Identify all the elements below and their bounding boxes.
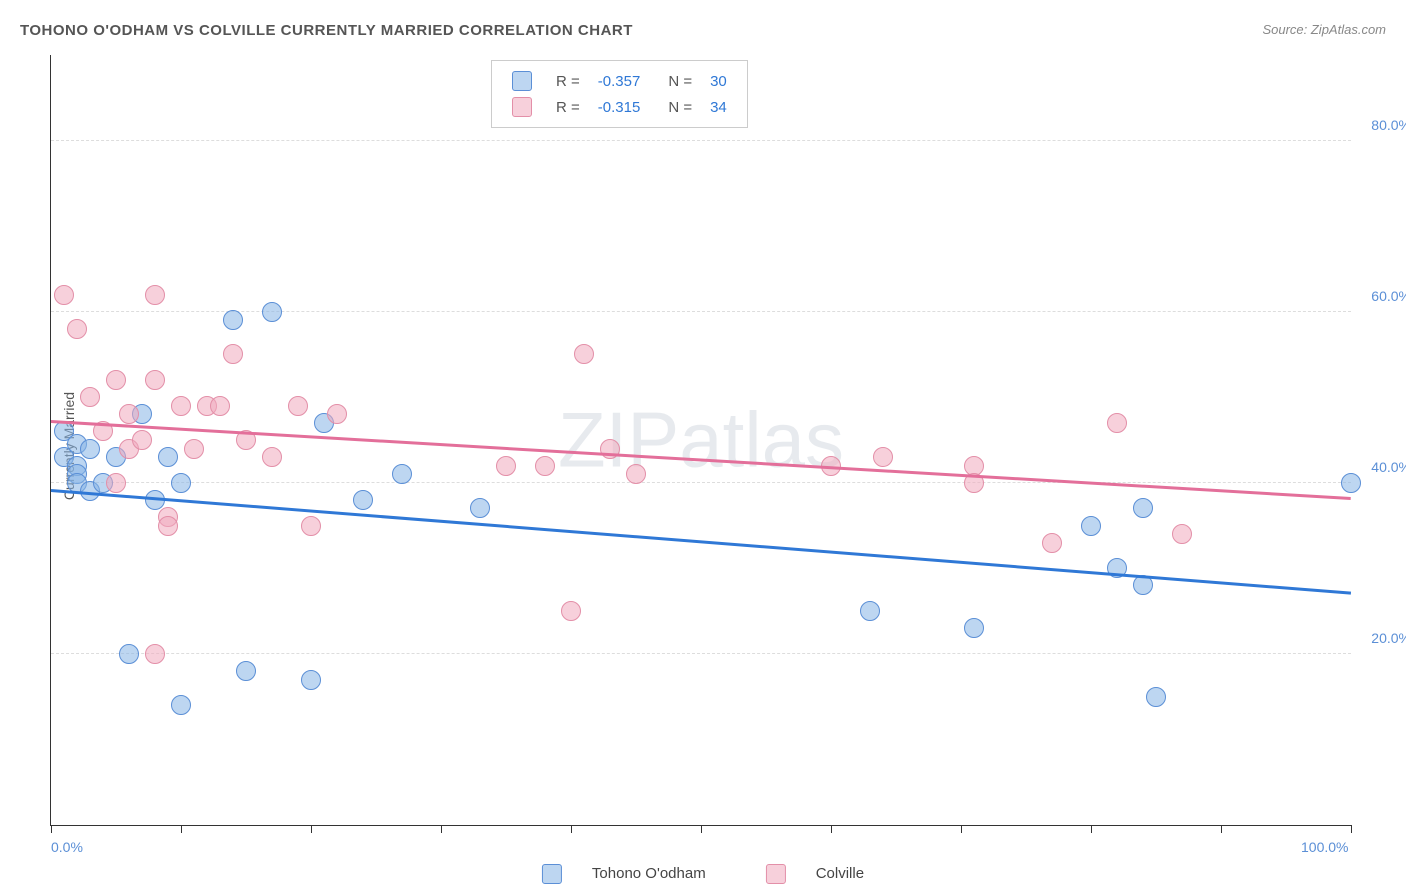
data-point [1081,516,1101,536]
swatch-icon [542,864,562,884]
data-point [301,670,321,690]
data-point [223,310,243,330]
chart-title: TOHONO O'ODHAM VS COLVILLE CURRENTLY MAR… [20,22,633,39]
data-point [626,464,646,484]
data-point [171,695,191,715]
data-point [236,661,256,681]
y-tick-label: 80.0% [1371,117,1406,133]
legend-bottom: Tohono O'odham Colville [512,864,894,884]
data-point [145,285,165,305]
x-tick [311,825,312,833]
x-tick [1351,825,1352,833]
x-tick [831,825,832,833]
data-point [1146,687,1166,707]
data-point [223,344,243,364]
data-point [288,396,308,416]
data-point [327,404,347,424]
data-point [158,447,178,467]
trend-line [51,489,1351,594]
data-point [496,456,516,476]
x-tick [701,825,702,833]
n-value: 34 [702,95,735,119]
data-point [301,516,321,536]
data-point [67,319,87,339]
legend-label: Colville [816,865,864,882]
data-point [353,490,373,510]
data-point [54,285,74,305]
correlation-stat-box: R =-0.357N =30 R =-0.315N =34 [491,60,748,128]
data-point [80,439,100,459]
data-point [80,387,100,407]
data-point [392,464,412,484]
data-point [262,447,282,467]
n-label: N = [650,95,700,119]
x-tick [1091,825,1092,833]
data-point [574,344,594,364]
swatch-icon [766,864,786,884]
data-point [1133,575,1153,595]
data-point [1107,413,1127,433]
data-point [1172,524,1192,544]
data-point [119,404,139,424]
data-point [171,396,191,416]
x-tick-label: 100.0% [1301,839,1348,855]
x-tick [1221,825,1222,833]
r-value: -0.315 [590,95,649,119]
x-tick [961,825,962,833]
data-point [1133,498,1153,518]
data-point [171,473,191,493]
data-point [119,644,139,664]
data-point [184,439,204,459]
r-label: R = [548,69,588,93]
data-point [262,302,282,322]
gridline [51,653,1351,654]
data-point [145,644,165,664]
data-point [132,430,152,450]
r-label: R = [548,95,588,119]
data-point [561,601,581,621]
source-attribution: Source: ZipAtlas.com [1262,22,1386,37]
y-tick-label: 20.0% [1371,630,1406,646]
data-point [145,370,165,390]
data-point [860,601,880,621]
data-point [470,498,490,518]
data-point [964,618,984,638]
x-tick [51,825,52,833]
x-tick [181,825,182,833]
data-point [158,516,178,536]
r-value: -0.357 [590,69,649,93]
y-tick-label: 40.0% [1371,459,1406,475]
swatch-icon [512,71,532,91]
x-tick [571,825,572,833]
gridline [51,311,1351,312]
data-point [535,456,555,476]
watermark: ZIPatlas [558,395,844,486]
x-tick-label: 0.0% [51,839,83,855]
legend-item: Tohono O'odham [527,865,721,882]
x-tick [441,825,442,833]
data-point [1042,533,1062,553]
plot-area: ZIPatlas 20.0%40.0%60.0%80.0%0.0%100.0%R… [50,55,1351,826]
data-point [1341,473,1361,493]
y-tick-label: 60.0% [1371,288,1406,304]
legend-label: Tohono O'odham [592,865,706,882]
swatch-icon [512,97,532,117]
gridline [51,140,1351,141]
data-point [106,370,126,390]
data-point [873,447,893,467]
gridline [51,482,1351,483]
chart-container: TOHONO O'ODHAM VS COLVILLE CURRENTLY MAR… [0,0,1406,892]
n-label: N = [650,69,700,93]
trend-line [51,420,1351,499]
legend-item: Colville [751,865,879,882]
data-point [210,396,230,416]
n-value: 30 [702,69,735,93]
data-point [106,473,126,493]
